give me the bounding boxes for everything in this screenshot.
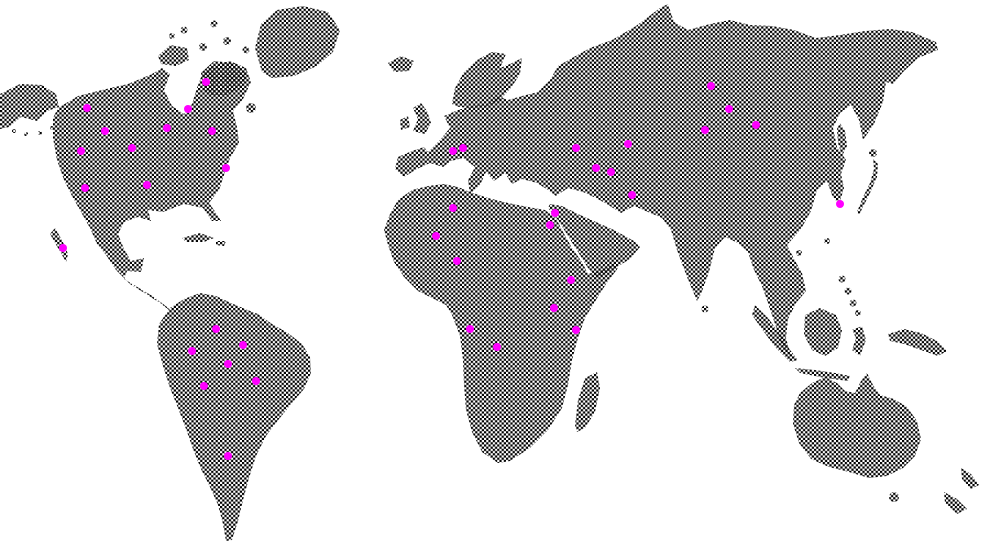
map-marker-asia[interactable]	[725, 105, 733, 113]
landmass-sakhalin	[837, 123, 847, 156]
landmass-japan	[857, 159, 878, 215]
arctic-island	[180, 26, 188, 34]
landmass-tasmania	[889, 492, 899, 502]
map-marker-middle-east[interactable]	[628, 191, 636, 199]
map-marker-north-america[interactable]	[222, 164, 230, 172]
map-marker-south-america[interactable]	[188, 347, 196, 355]
map-marker-africa[interactable]	[572, 326, 580, 334]
map-marker-north-america[interactable]	[128, 144, 136, 152]
landmass-new-zealand-south	[944, 492, 967, 514]
landmass-alaska	[0, 84, 59, 129]
philippine-island	[838, 275, 846, 283]
landmass-arabia	[548, 204, 640, 278]
landmass-hokkaido	[869, 149, 877, 157]
map-marker-south-america[interactable]	[239, 341, 247, 349]
map-marker-north-america[interactable]	[83, 104, 91, 112]
landmass-new-zealand-north	[961, 468, 979, 489]
map-marker-north-america[interactable]	[202, 78, 210, 86]
landmass-africa	[384, 184, 618, 463]
map-marker-central-asia[interactable]	[624, 140, 632, 148]
arctic-island	[223, 37, 231, 45]
map-marker-north-america[interactable]	[77, 147, 85, 155]
landmass-hispaniola	[216, 241, 226, 246]
map-marker-asia[interactable]	[701, 126, 709, 134]
landmass-south-america	[157, 293, 311, 541]
landmass-sulawesi	[852, 326, 866, 356]
landmass-victoria-island	[158, 45, 189, 66]
map-marker-europe[interactable]	[449, 147, 457, 155]
landmass-baja-california	[50, 228, 68, 262]
landmass-new-guinea	[888, 329, 947, 356]
landmass-cuba	[182, 233, 214, 242]
map-marker-north-america[interactable]	[81, 184, 89, 192]
map-marker-middle-east[interactable]	[592, 164, 600, 172]
map-markers	[59, 78, 844, 460]
map-marker-europe[interactable]	[459, 144, 467, 152]
map-marker-asia[interactable]	[752, 121, 760, 129]
map-marker-africa[interactable]	[493, 343, 501, 351]
landmass-iceland	[388, 56, 414, 72]
map-marker-north-america[interactable]	[59, 244, 67, 252]
arctic-island	[169, 33, 175, 39]
map-marker-north-america[interactable]	[163, 124, 171, 132]
map-marker-africa[interactable]	[449, 204, 457, 212]
map-marker-middle-east[interactable]	[546, 221, 554, 229]
map-marker-north-america[interactable]	[143, 181, 151, 189]
landmass-taiwan	[824, 238, 830, 244]
aleutian-island	[24, 132, 28, 136]
map-marker-middle-east[interactable]	[551, 209, 559, 217]
map-marker-africa[interactable]	[453, 257, 461, 265]
landmass-ireland	[400, 116, 410, 130]
map-marker-africa[interactable]	[550, 304, 558, 312]
landmass-greenland	[255, 6, 340, 78]
arctic-island	[199, 43, 207, 51]
landmass-australia	[793, 373, 921, 478]
map-marker-middle-east[interactable]	[607, 168, 615, 176]
aleutian-island	[38, 131, 42, 135]
map-marker-north-america[interactable]	[208, 127, 216, 135]
philippine-island	[849, 299, 857, 307]
map-marker-africa[interactable]	[466, 325, 474, 333]
map-marker-south-america[interactable]	[200, 382, 208, 390]
map-marker-central-asia[interactable]	[572, 144, 580, 152]
landmass-great-britain	[413, 103, 431, 134]
continents	[0, 4, 979, 541]
landmass-eurasia	[395, 4, 938, 357]
map-marker-asia[interactable]	[707, 82, 715, 90]
landmass-sri-lanka	[701, 305, 709, 313]
philippine-island	[844, 287, 852, 295]
map-marker-africa[interactable]	[432, 232, 440, 240]
philippine-island	[855, 310, 861, 316]
map-marker-north-america[interactable]	[184, 105, 192, 113]
landmass-scandinavia	[452, 52, 522, 108]
aleutian-island	[12, 129, 16, 133]
landmass-java	[795, 368, 850, 381]
arctic-island	[242, 46, 250, 54]
map-marker-south-america[interactable]	[252, 377, 260, 385]
landmass-north-america	[53, 61, 251, 313]
map-marker-north-america[interactable]	[101, 127, 109, 135]
landmass-newfoundland	[246, 103, 256, 113]
map-marker-east-asia[interactable]	[836, 200, 844, 208]
map-marker-africa[interactable]	[567, 276, 575, 284]
arctic-island	[210, 20, 218, 28]
landmass-borneo	[804, 308, 842, 356]
landmass-sumatra	[752, 305, 798, 362]
landmass-hainan	[796, 250, 802, 256]
map-marker-south-america[interactable]	[212, 325, 220, 333]
map-marker-south-america[interactable]	[224, 452, 232, 460]
landmass-madagascar	[575, 372, 600, 432]
map-marker-south-america[interactable]	[224, 360, 232, 368]
